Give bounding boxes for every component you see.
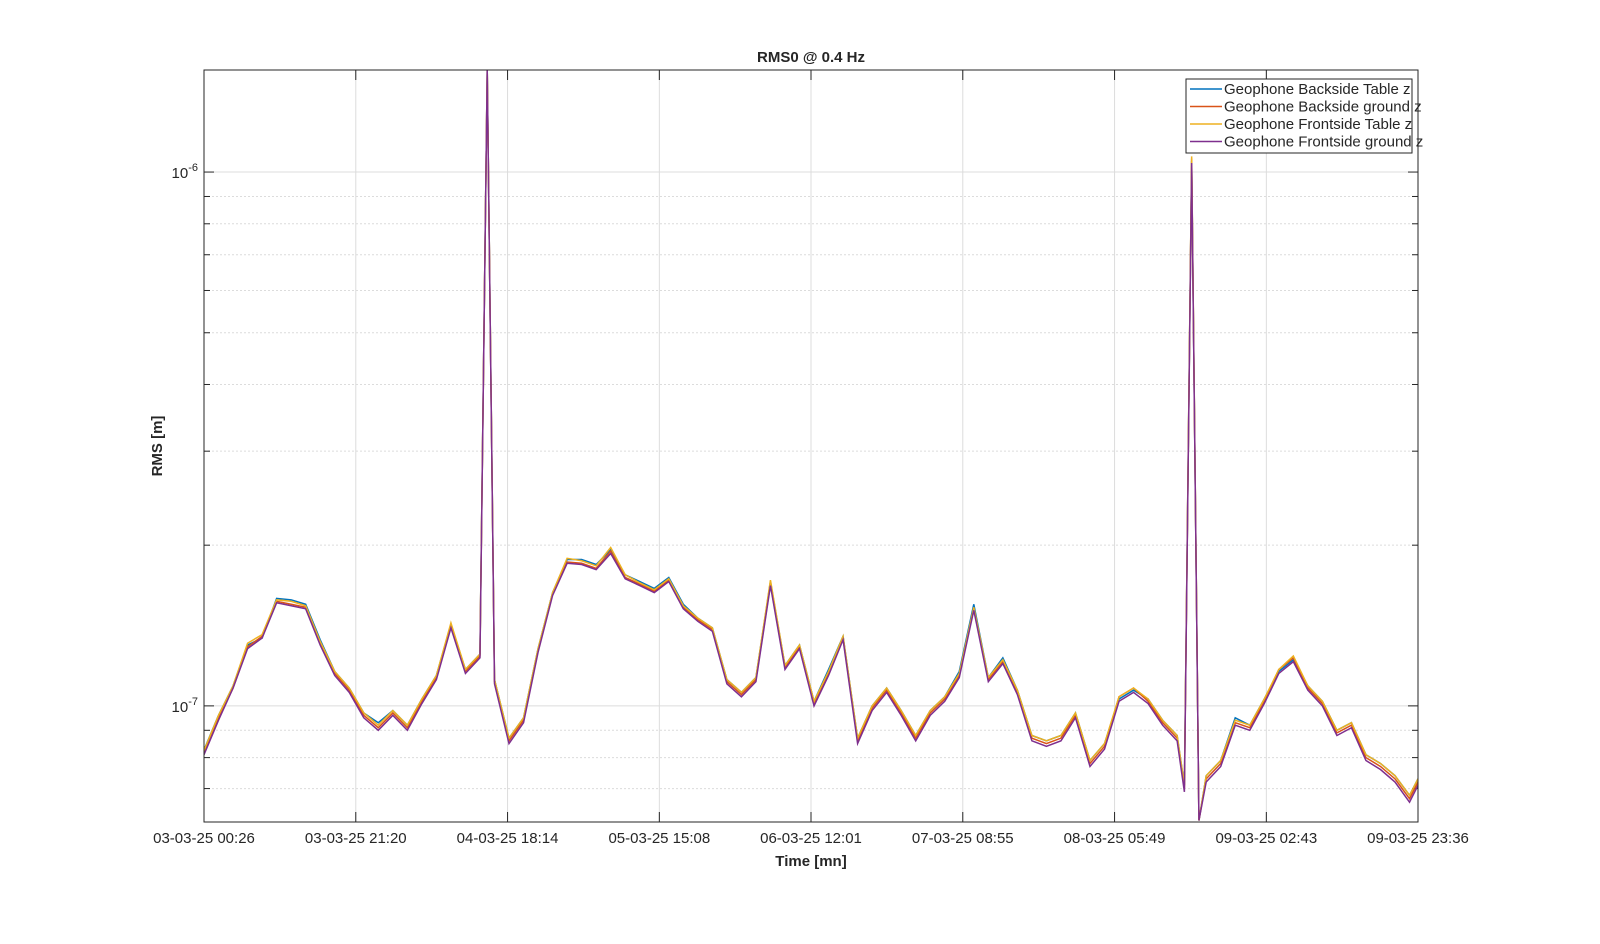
legend-label: Geophone Frontside Table z bbox=[1224, 116, 1412, 133]
x-tick-label: 08-03-25 05:49 bbox=[1064, 830, 1166, 847]
axes-box bbox=[203, 69, 1419, 823]
x-tick-label: 06-03-25 12:01 bbox=[760, 830, 862, 847]
x-tick-label: 09-03-25 23:36 bbox=[1367, 830, 1469, 847]
legend-label: Geophone Backside ground z bbox=[1224, 99, 1422, 116]
x-axis-label: Time [mn] bbox=[775, 853, 846, 870]
y-tick-label: 10-6 bbox=[172, 162, 198, 182]
x-tick-label: 03-03-25 21:20 bbox=[305, 830, 407, 847]
y-axis-label: RMS [m] bbox=[149, 416, 166, 477]
legend-label: Geophone Backside Table z bbox=[1224, 81, 1411, 98]
series-line bbox=[204, 70, 1418, 821]
x-tick-label: 05-03-25 15:08 bbox=[608, 830, 710, 847]
series-group bbox=[204, 70, 1418, 821]
legend-box bbox=[1185, 78, 1413, 154]
series-line bbox=[204, 70, 1418, 821]
x-tick-label: 07-03-25 08:55 bbox=[912, 830, 1014, 847]
legend-label: Geophone Frontside ground z bbox=[1224, 134, 1423, 151]
x-tick-label: 04-03-25 18:14 bbox=[457, 830, 559, 847]
series-line bbox=[204, 70, 1418, 821]
chart-title: RMS0 @ 0.4 Hz bbox=[757, 49, 865, 66]
y-tick-label: 10-7 bbox=[172, 696, 198, 716]
x-tick-label: 03-03-25 00:26 bbox=[153, 830, 255, 847]
x-tick-label: 09-03-25 02:43 bbox=[1215, 830, 1317, 847]
